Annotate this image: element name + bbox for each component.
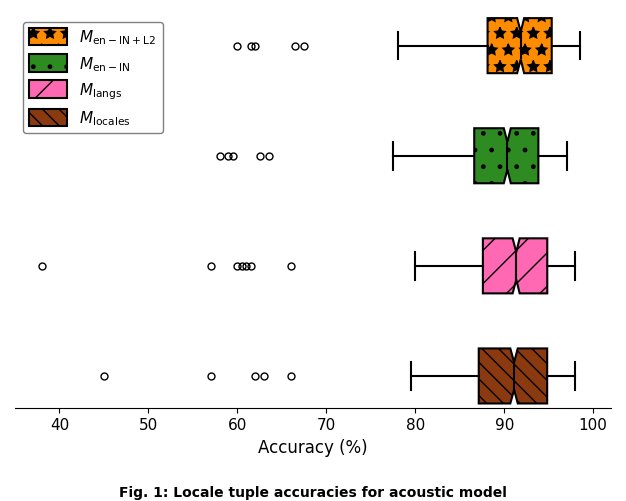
PathPatch shape xyxy=(488,19,552,74)
PathPatch shape xyxy=(483,239,547,294)
PathPatch shape xyxy=(475,129,538,184)
Text: Fig. 1: Locale tuple accuracies for acoustic model: Fig. 1: Locale tuple accuracies for acou… xyxy=(119,485,507,499)
Legend: $M_{\mathregular{en-IN+L2}}$, $M_{\mathregular{en-IN}}$, $M_{\mathregular{langs}: $M_{\mathregular{en-IN+L2}}$, $M_{\mathr… xyxy=(23,23,163,134)
PathPatch shape xyxy=(479,349,547,404)
X-axis label: Accuracy (%): Accuracy (%) xyxy=(258,438,368,456)
